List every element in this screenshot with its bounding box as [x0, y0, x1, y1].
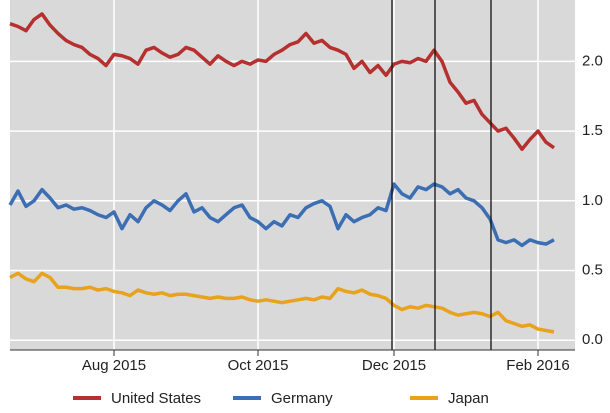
legend-label: Germany [271, 390, 333, 407]
y-tick-label: 0.5 [582, 261, 603, 278]
x-tick-label: Aug 2015 [82, 357, 146, 374]
y-tick-label: 2.0 [582, 52, 603, 69]
y-tick-label: 0.0 [582, 331, 603, 348]
event-lines [391, 0, 492, 350]
labels: 0.0 0.5 1.0 1.5 2.0 Aug 2015 Oct 2015 Dec 2015 F… [73, 52, 603, 407]
series-line [9, 12, 556, 151]
y-tick-label: 1.5 [582, 122, 603, 139]
series-line [8, 182, 555, 248]
legend-label: Japan [448, 390, 489, 407]
legend-label: United States [111, 390, 201, 407]
x-tick-label: Feb 2016 [506, 357, 569, 374]
plot-area [10, 0, 575, 350]
series-line [9, 271, 555, 334]
lines [8, 12, 556, 334]
x-tick-label: Dec 2015 [362, 357, 426, 374]
grid [10, 0, 575, 350]
x-tick-label: Oct 2015 [228, 357, 289, 374]
y-tick-label: 1.0 [582, 192, 603, 209]
